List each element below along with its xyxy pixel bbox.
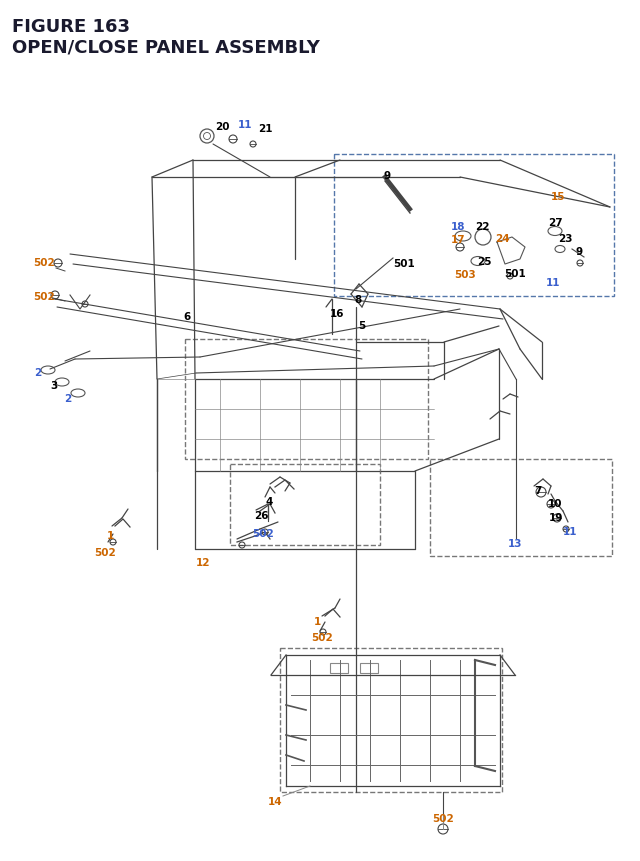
Text: 501: 501 [504,269,525,279]
Bar [280,648,502,792]
Text: 11: 11 [563,526,577,536]
Text: 8: 8 [354,294,361,305]
Text: 9: 9 [576,247,583,257]
Text: 20: 20 [215,122,230,132]
Text: 11: 11 [238,120,253,130]
Text: 25: 25 [477,257,492,267]
Bar [185,339,428,460]
Text: 13: 13 [508,538,522,548]
Text: 16: 16 [330,308,344,319]
Text: 2: 2 [64,393,71,404]
Text: 21: 21 [258,124,273,133]
Bar [360,663,378,673]
Text: 12: 12 [196,557,211,567]
Text: 10: 10 [548,499,563,508]
Text: 22: 22 [475,222,490,232]
Text: 26: 26 [254,511,269,520]
Text: 3: 3 [50,381,57,391]
Text: 18: 18 [451,222,465,232]
Text: 502: 502 [94,548,116,557]
Text: 9: 9 [384,170,391,181]
Bar [330,663,348,673]
Text: 6: 6 [183,312,190,322]
Text: 502: 502 [33,257,55,268]
Text: 23: 23 [558,233,573,244]
Text: 24: 24 [495,233,509,244]
Text: 502: 502 [33,292,55,301]
Bar [334,155,614,297]
Text: 502: 502 [252,529,274,538]
Text: 4: 4 [265,497,273,506]
Text: 27: 27 [548,218,563,228]
Text: 1: 1 [314,616,321,626]
Text: 14: 14 [268,796,283,806]
Text: 11: 11 [546,278,561,288]
Bar [230,464,380,545]
Text: 501: 501 [393,258,415,269]
Text: FIGURE 163: FIGURE 163 [12,18,130,36]
Text: 503: 503 [454,269,476,280]
Text: 502: 502 [432,813,454,823]
Text: 17: 17 [451,235,466,245]
Text: 19: 19 [549,512,563,523]
Text: 7: 7 [534,486,541,495]
Text: 5: 5 [358,320,365,331]
Text: 2: 2 [34,368,41,378]
Bar [430,460,612,556]
Text: 502: 502 [311,632,333,642]
Text: OPEN/CLOSE PANEL ASSEMBLY: OPEN/CLOSE PANEL ASSEMBLY [12,38,320,56]
Text: 15: 15 [551,192,566,201]
Text: 1: 1 [107,530,115,541]
